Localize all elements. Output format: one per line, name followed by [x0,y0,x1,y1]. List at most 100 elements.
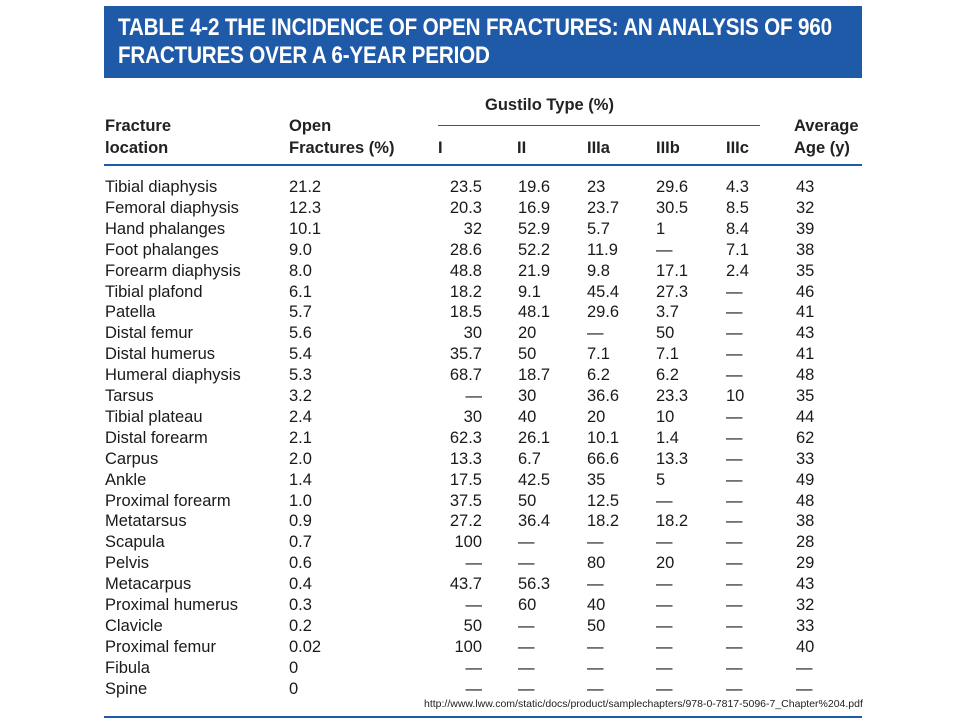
cell-type-iiib: — [656,637,673,656]
cell-average-age: 38 [796,512,815,531]
cell-open-fractures: 9.0 [289,240,312,259]
table-row: Fibula 0 — — — — — — [0,658,960,679]
cell-type-iiia: 45.4 [587,282,620,301]
cell-type-ii: 30 [518,387,537,405]
cell-type-iiic: — [726,491,743,510]
cell-type-ii: 48.1 [518,303,551,322]
cell-type-iiib: 29.6 [656,178,689,196]
table-title-line-2: FRACTURES OVER A 6-YEAR PERIOD [118,42,490,69]
cell-type-iiia: 6.2 [587,366,610,385]
table-bottom-rule [104,716,862,718]
header-type-i: I [438,139,443,157]
cell-location: Patella [105,303,156,322]
cell-type-i: 23.5 [449,178,482,196]
cell-type-iiic: — [726,616,743,635]
cell-average-age: 28 [796,533,815,552]
cell-location: Humeral diaphysis [105,366,241,385]
header-divider [104,164,862,166]
cell-type-iiib: 27.3 [656,282,689,301]
table-row: Proximal humerus 0.3 — 60 40 — — 32 [0,595,960,616]
table-row: Scapula 0.7 100 — — — — 28 [0,532,960,553]
cell-type-iiia: — [587,658,604,677]
gustilo-group-rule [438,125,760,126]
cell-open-fractures: 8.0 [289,261,312,280]
cell-type-i: 100 [454,637,482,656]
cell-type-iiib: 20 [656,554,675,573]
table-row: Spine 0 — — — — — — [0,679,960,700]
cell-type-ii: 26.1 [518,428,551,447]
cell-location: Hand phalanges [105,219,226,238]
cell-open-fractures: 5.7 [289,303,312,322]
cell-type-iiic: — [726,428,743,447]
cell-type-iiia: 12.5 [587,491,620,510]
table-row: Clavicle 0.2 50 — 50 — — 33 [0,616,960,637]
cell-open-fractures: 0.6 [289,554,312,573]
cell-average-age: 43 [796,178,815,196]
table-row: Tibial plafond 6.1 18.2 9.1 45.4 27.3 — 46 [0,282,960,303]
cell-type-iiia: 66.6 [587,449,620,468]
table-row: Ankle 1.4 17.5 42.5 35 5 — 49 [0,470,960,491]
cell-location: Pelvis [105,554,150,573]
cell-average-age: 43 [796,324,815,343]
cell-type-i: 28.6 [449,240,482,259]
table-title-banner: TABLE 4-2 THE INCIDENCE OF OPEN FRACTURE… [104,6,862,78]
table-title-line-1: TABLE 4-2 THE INCIDENCE OF OPEN FRACTURE… [118,14,832,41]
cell-type-ii: 52.2 [518,240,551,259]
table-row: Distal humerus 5.4 35.7 50 7.1 7.1 — 41 [0,344,960,365]
cell-type-iiic: — [726,512,743,531]
cell-type-ii: 52.9 [518,219,551,238]
cell-type-i: 18.2 [449,282,482,301]
table-row: Pelvis 0.6 — — 80 20 — 29 [0,553,960,574]
cell-average-age: 38 [796,240,815,259]
header-type-iiia: IIIa [587,139,610,157]
header-fracture-location-line-2: location [105,139,169,157]
cell-average-age: 41 [796,345,815,364]
cell-open-fractures: 21.2 [289,178,322,196]
cell-type-iiic: 4.3 [726,178,749,196]
cell-type-iiia: — [587,324,604,343]
cell-type-iiib: — [656,533,673,552]
cell-type-iiia: 36.6 [587,387,620,405]
cell-average-age: 33 [796,616,815,635]
cell-type-iiia: — [587,533,604,552]
cell-type-i: 18.5 [449,303,482,322]
cell-average-age: — [796,658,813,677]
cell-type-ii: 19.6 [518,178,551,196]
cell-location: Metatarsus [105,512,187,531]
cell-type-iiic: 2.4 [726,261,749,280]
cell-type-i: 48.8 [449,261,482,280]
header-type-iiib: IIIb [656,139,680,157]
table-row: Metacarpus 0.4 43.7 56.3 — — — 43 [0,574,960,595]
cell-average-age: 49 [796,470,815,489]
cell-average-age: 33 [796,449,815,468]
cell-open-fractures: 12.3 [289,198,322,217]
cell-type-iiic: — [726,449,743,468]
cell-type-i: — [465,387,483,405]
cell-location: Foot phalanges [105,240,219,259]
cell-type-ii: — [518,637,535,656]
cell-type-i: 32 [463,219,482,238]
cell-average-age: 41 [796,303,815,322]
header-fracture-location-line-1: Fracture [105,117,172,135]
cell-type-i: — [465,679,483,698]
table-row: Carpus 2.0 13.3 6.7 66.6 13.3 — 33 [0,449,960,470]
header-open-fractures-line-2: Fractures (%) [289,139,395,157]
cell-average-age: 32 [796,596,815,614]
cell-open-fractures: 1.4 [289,470,312,489]
cell-type-iiib: 50 [656,324,675,343]
cell-type-iiic: — [726,533,743,552]
cell-type-i: 27.2 [449,512,482,531]
cell-open-fractures: 0 [289,658,299,677]
cell-average-age: 32 [796,198,815,217]
cell-location: Tibial plateau [105,407,203,426]
cell-type-iiib: 13.3 [656,449,689,468]
cell-type-i: — [465,554,483,573]
cell-open-fractures: 0.4 [289,575,312,594]
source-url: http://www.lww.com/static/docs/product/s… [424,697,863,711]
table-row: Femoral diaphysis 12.3 20.3 16.9 23.7 30.5 8.5… [0,198,960,219]
cell-type-ii: 9.1 [518,282,541,301]
cell-type-iiib: — [656,575,673,594]
cell-open-fractures: 2.0 [289,449,312,468]
cell-type-iiia: 18.2 [587,512,620,531]
cell-open-fractures: 0.3 [289,596,312,614]
